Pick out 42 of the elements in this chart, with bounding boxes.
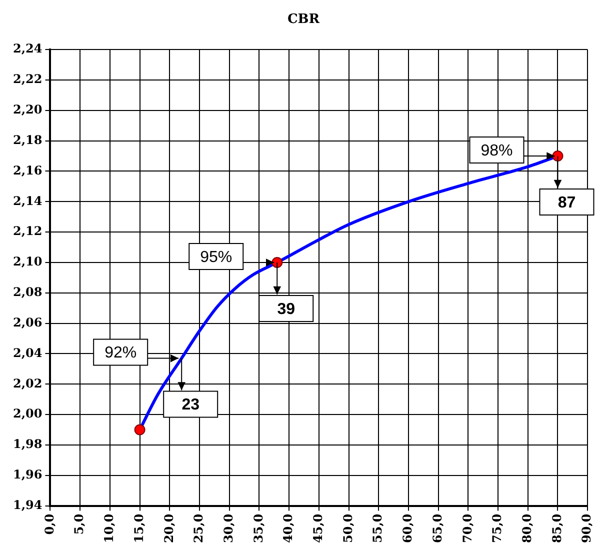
y-tick-label: 2,22: [12, 72, 42, 86]
x-tick-label: 65,0: [430, 514, 444, 544]
x-tick-label: 45,0: [311, 514, 326, 544]
x-tick-label: 60,0: [400, 514, 415, 544]
x-tick-label: 70,0: [460, 514, 474, 544]
chart-title: CBR: [287, 12, 320, 28]
y-tick-label: 2,14: [12, 194, 42, 208]
annotation: 23: [182, 396, 200, 414]
x-tick-label: 40,0: [281, 514, 296, 544]
y-tick-label: 2,20: [12, 102, 42, 117]
annotation: 87: [558, 194, 576, 212]
x-tick-label: 30,0: [221, 514, 236, 544]
x-tick-label: 85,0: [550, 514, 564, 544]
annotation: 92%: [104, 344, 137, 362]
y-tick-label: 2,10: [12, 254, 42, 269]
x-tick-label: 0,0: [42, 514, 56, 535]
x-tick-label: 10,0: [102, 514, 116, 544]
y-tick-label: 2,00: [12, 406, 42, 421]
y-tick-label: 1,96: [12, 467, 42, 482]
y-tick-label: 2,08: [12, 285, 42, 300]
y-tick-label: 1,98: [12, 437, 42, 452]
y-tick-label: 2,24: [12, 42, 42, 56]
x-tick-label: 15,0: [132, 514, 146, 544]
x-tick-label: 35,0: [251, 514, 266, 544]
x-tick-label: 20,0: [162, 514, 176, 544]
y-tick-label: 2,06: [12, 315, 42, 330]
x-tick-label: 75,0: [490, 514, 504, 544]
x-tick-label: 5,0: [72, 514, 86, 535]
y-tick-label: 2,16: [12, 163, 42, 178]
x-tick-label: 50,0: [340, 514, 355, 544]
x-tick-label: 55,0: [370, 514, 385, 544]
y-tick-label: 2,02: [12, 376, 42, 390]
annotation: 39: [277, 300, 296, 318]
y-tick-label: 2,12: [12, 224, 42, 238]
x-tick-label: 25,0: [192, 514, 206, 544]
y-tick-label: 2,04: [12, 346, 42, 360]
x-tick-label: 90,0: [580, 514, 594, 544]
y-tick-label: 2,18: [12, 132, 42, 147]
annotation: 95%: [200, 248, 232, 266]
annotation: 98%: [480, 142, 513, 160]
y-tick-label: 1,94: [12, 498, 42, 512]
x-tick-label: 80,0: [520, 514, 534, 544]
